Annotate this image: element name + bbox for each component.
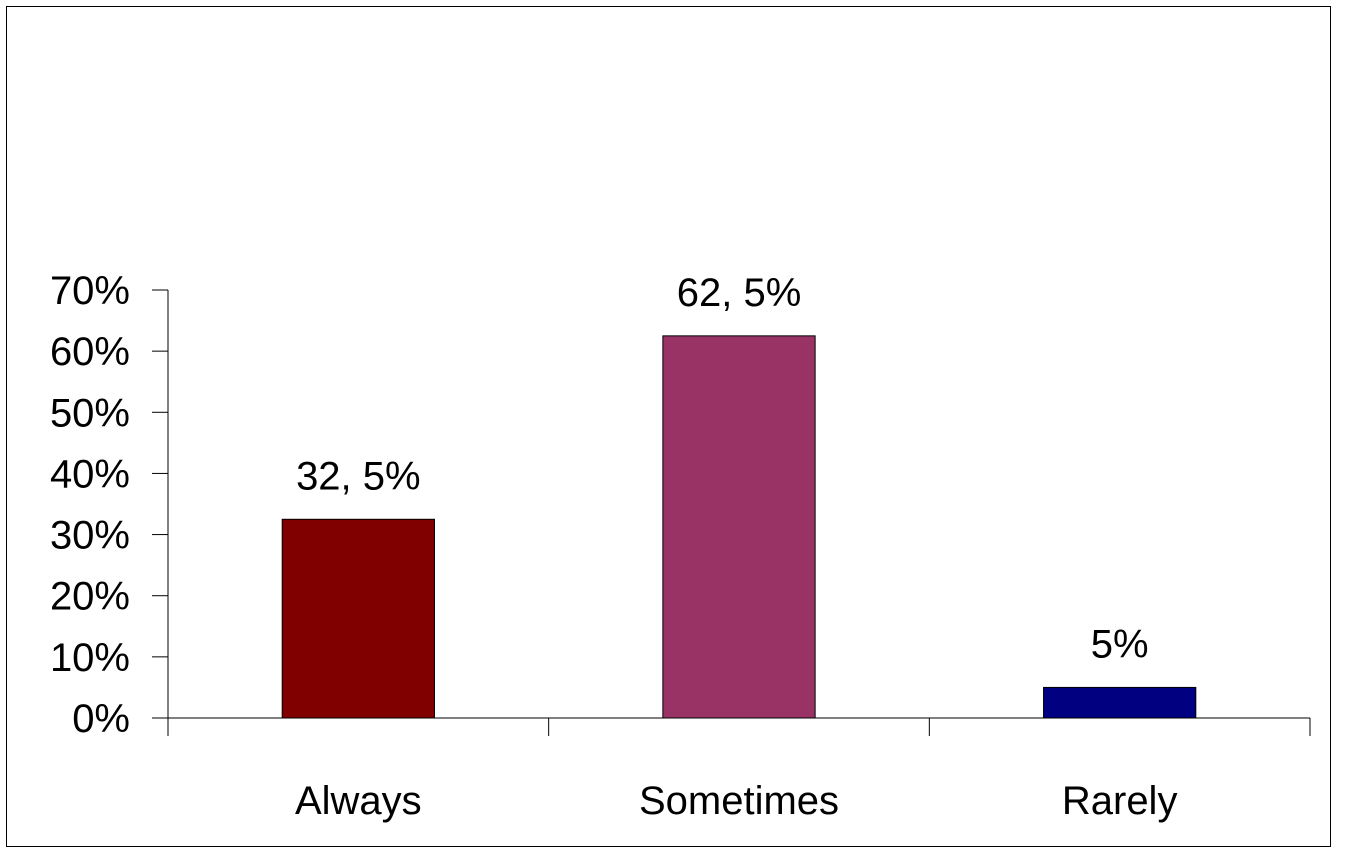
- y-tick-label: 20%: [50, 575, 130, 619]
- y-tick-label: 40%: [50, 452, 130, 496]
- y-tick-label: 50%: [50, 391, 130, 435]
- data-label-sometimes: 62, 5%: [677, 271, 802, 315]
- bar-rarely: [1043, 686, 1197, 719]
- x-tick-label: Sometimes: [639, 779, 839, 823]
- data-labels: 32, 5% 62, 5% 5%: [296, 271, 1149, 667]
- data-label-always: 32, 5%: [296, 454, 421, 498]
- bar-always: [281, 518, 435, 719]
- x-tick-label: Always: [295, 779, 422, 823]
- bar-sometimes: [662, 335, 816, 719]
- y-axis: 0% 10% 20% 30% 40% 50% 60% 70%: [50, 269, 169, 741]
- bars: [281, 335, 1197, 719]
- x-tick-label: Rarely: [1062, 779, 1178, 823]
- data-label-rarely: 5%: [1091, 622, 1149, 666]
- y-tick-label: 60%: [50, 330, 130, 374]
- y-tick-label: 30%: [50, 514, 130, 558]
- y-tick-label: 10%: [50, 636, 130, 680]
- y-tick-label: 0%: [72, 697, 130, 741]
- y-tick-label: 70%: [50, 269, 130, 313]
